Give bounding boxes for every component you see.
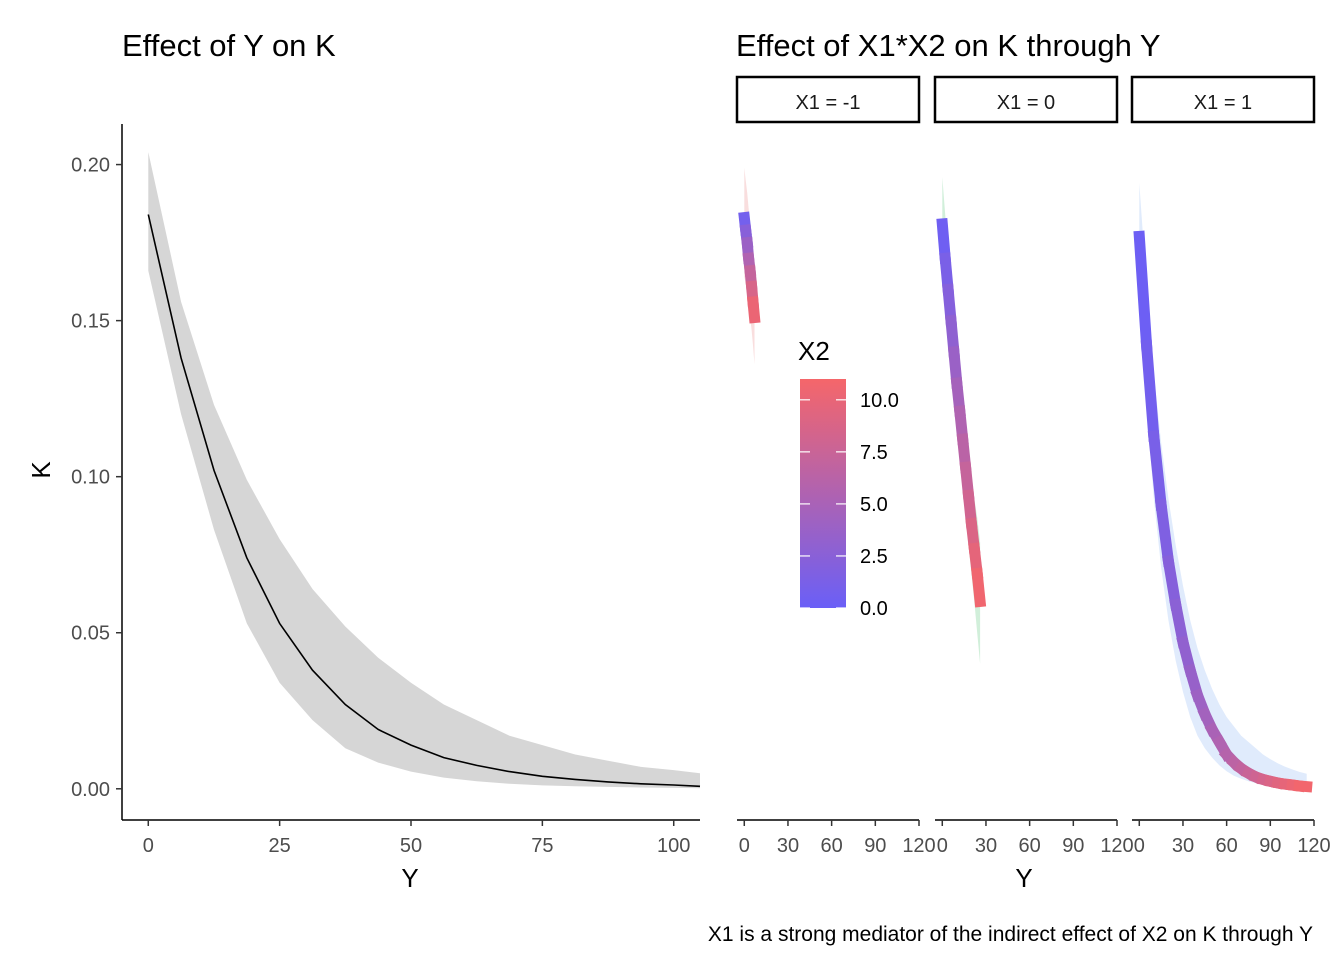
facet-strip — [1130, 75, 1316, 124]
colorbar-tick-label: 10.0 — [860, 390, 899, 412]
left-axes-group: 0.00 0.05 0.10 0.15 0.20 0 25 50 75 100 — [71, 124, 700, 857]
left-y-tick-label: 0.10 — [71, 467, 110, 489]
facet-line-segment — [1293, 780, 1313, 793]
facet-line-segment — [971, 567, 987, 608]
facet-x-tick-label: 30 — [777, 835, 799, 857]
facet-line-segment — [1169, 598, 1190, 649]
colorbar-title: X2 — [798, 336, 830, 366]
facet-line-segment — [1133, 230, 1153, 352]
facet-line-segment — [1140, 339, 1160, 443]
facets-group: X1 = -1 0 30 60 90 120 X1 = 0 0 30 60 90 120 X1 = 1 0… — [735, 75, 1331, 857]
facet-strip-label: X1 = 1 — [1194, 92, 1252, 114]
facet-strip — [735, 75, 921, 124]
facet-panel: X1 = 0 0 30 60 90 120 — [933, 75, 1134, 857]
colorbar-legend: X2 0.0 2.5 5.0 7.5 10.0 — [798, 336, 899, 620]
left-series-line — [147, 214, 701, 788]
colorbar-tick-label: 2.5 — [860, 546, 888, 568]
facet-x-tick-label: 60 — [821, 835, 843, 857]
facet-x-tick-label: 0 — [937, 835, 948, 857]
left-x-tick-label: 0 — [143, 835, 154, 857]
facet-line-segment — [1147, 430, 1168, 511]
facet-line-segment — [936, 217, 952, 265]
colorbar-gradient — [800, 379, 846, 608]
facet-x-tick-label: 0 — [739, 835, 750, 857]
right-x-axis-label: Y — [1015, 863, 1032, 893]
left-x-tick-label: 75 — [531, 835, 553, 857]
facet-x-tick-label: 120 — [902, 835, 935, 857]
facet-x-tick-label: 90 — [1259, 835, 1281, 857]
right-chart-title: Effect of X1*X2 on K through Y — [736, 28, 1161, 63]
facet-strip — [933, 75, 1119, 124]
facet-strip-label: X1 = -1 — [795, 92, 860, 114]
left-x-tick-label: 100 — [657, 835, 690, 857]
left-x-axis-label: Y — [401, 863, 418, 893]
colorbar-ticks: 0.0 2.5 5.0 7.5 10.0 — [800, 390, 899, 620]
facet-panel: X1 = 1 0 30 60 90 120 — [1130, 75, 1331, 857]
left-confidence-band — [148, 152, 701, 789]
facet-strip-label: X1 = 0 — [997, 92, 1055, 114]
facet-x-tick-label: 0 — [1134, 835, 1145, 857]
facet-line-segment — [1162, 554, 1183, 611]
facet-x-tick-label: 120 — [1297, 835, 1330, 857]
facet-x-tick-label: 90 — [864, 835, 886, 857]
facet-x-tick-label: 60 — [1019, 835, 1041, 857]
left-y-axis-label: K — [26, 461, 56, 479]
left-y-tick-label: 0.15 — [71, 311, 110, 333]
left-y-tick-label: 0.00 — [71, 779, 110, 801]
left-confidence-band-group — [148, 152, 701, 789]
colorbar-tick-label: 5.0 — [860, 494, 888, 516]
colorbar-tick-label: 7.5 — [860, 442, 888, 464]
left-x-tick-label: 25 — [269, 835, 291, 857]
left-chart-title: Effect of Y on K — [122, 28, 336, 63]
facet-line-segment — [746, 295, 761, 324]
left-line-group — [147, 214, 701, 788]
left-y-tick-label: 0.20 — [71, 155, 110, 177]
facet-panel: X1 = -1 0 30 60 90 120 — [735, 75, 936, 857]
caption: X1 is a strong mediator of the indirect … — [708, 923, 1313, 946]
facet-line-segment — [1154, 498, 1175, 568]
facet-x-tick-label: 120 — [1100, 835, 1133, 857]
left-x-tick-label: 50 — [400, 835, 422, 857]
colorbar-tick-label: 0.0 — [860, 598, 888, 620]
facet-x-tick-label: 90 — [1062, 835, 1084, 857]
facet-x-tick-label: 60 — [1216, 835, 1238, 857]
facet-x-tick-label: 30 — [975, 835, 997, 857]
facet-x-tick-label: 30 — [1172, 835, 1194, 857]
left-y-tick-label: 0.05 — [71, 623, 110, 645]
